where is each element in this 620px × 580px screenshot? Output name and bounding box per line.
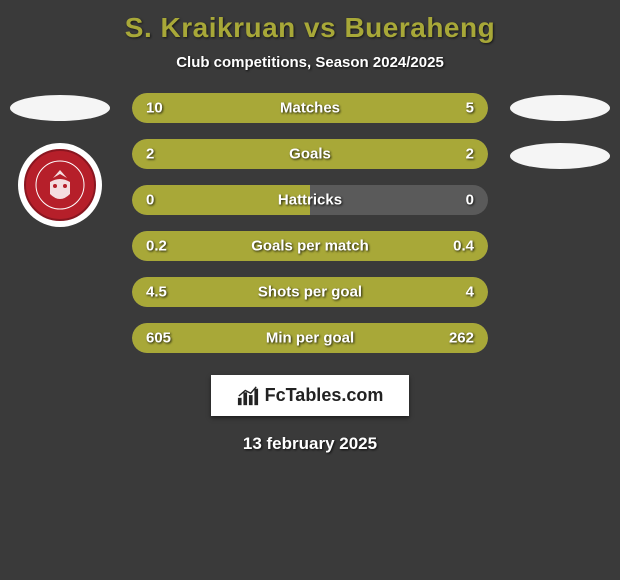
player-right-placeholder — [510, 95, 610, 121]
stat-row: 22Goals — [132, 139, 488, 169]
infographic-container: S. Kraikruan vs Bueraheng Club competiti… — [0, 0, 620, 580]
stat-label: Matches — [132, 100, 488, 117]
club-badge-left — [18, 143, 102, 227]
stat-row: 0.20.4Goals per match — [132, 231, 488, 261]
stat-row: 605262Min per goal — [132, 323, 488, 353]
club-right-placeholder — [510, 143, 610, 169]
brand-box: FcTables.com — [211, 375, 410, 416]
stat-row: 00Hattricks — [132, 185, 488, 215]
date-label: 13 february 2025 — [243, 434, 377, 454]
page-title: S. Kraikruan vs Bueraheng — [125, 12, 495, 44]
player-left-placeholder — [10, 95, 110, 121]
stat-label: Goals per match — [132, 238, 488, 255]
right-column — [500, 93, 620, 191]
stat-label: Shots per goal — [132, 284, 488, 301]
stat-row: 4.54Shots per goal — [132, 277, 488, 307]
brand-label: FcTables.com — [265, 385, 384, 406]
stat-label: Goals — [132, 146, 488, 163]
content-row: 105Matches 22Goals 00Hattricks 0.20.4Goals … — [0, 93, 620, 369]
club-badge-inner — [24, 149, 96, 221]
brand-chart-icon — [237, 386, 259, 406]
stat-label: Hattricks — [132, 192, 488, 209]
page-subtitle: Club competitions, Season 2024/2025 — [176, 54, 444, 71]
stat-row: 105Matches — [132, 93, 488, 123]
stat-label: Min per goal — [132, 330, 488, 347]
club-crest-icon — [35, 160, 85, 210]
stats-column: 105Matches 22Goals 00Hattricks 0.20.4Goals … — [120, 93, 500, 369]
left-column — [0, 93, 120, 227]
